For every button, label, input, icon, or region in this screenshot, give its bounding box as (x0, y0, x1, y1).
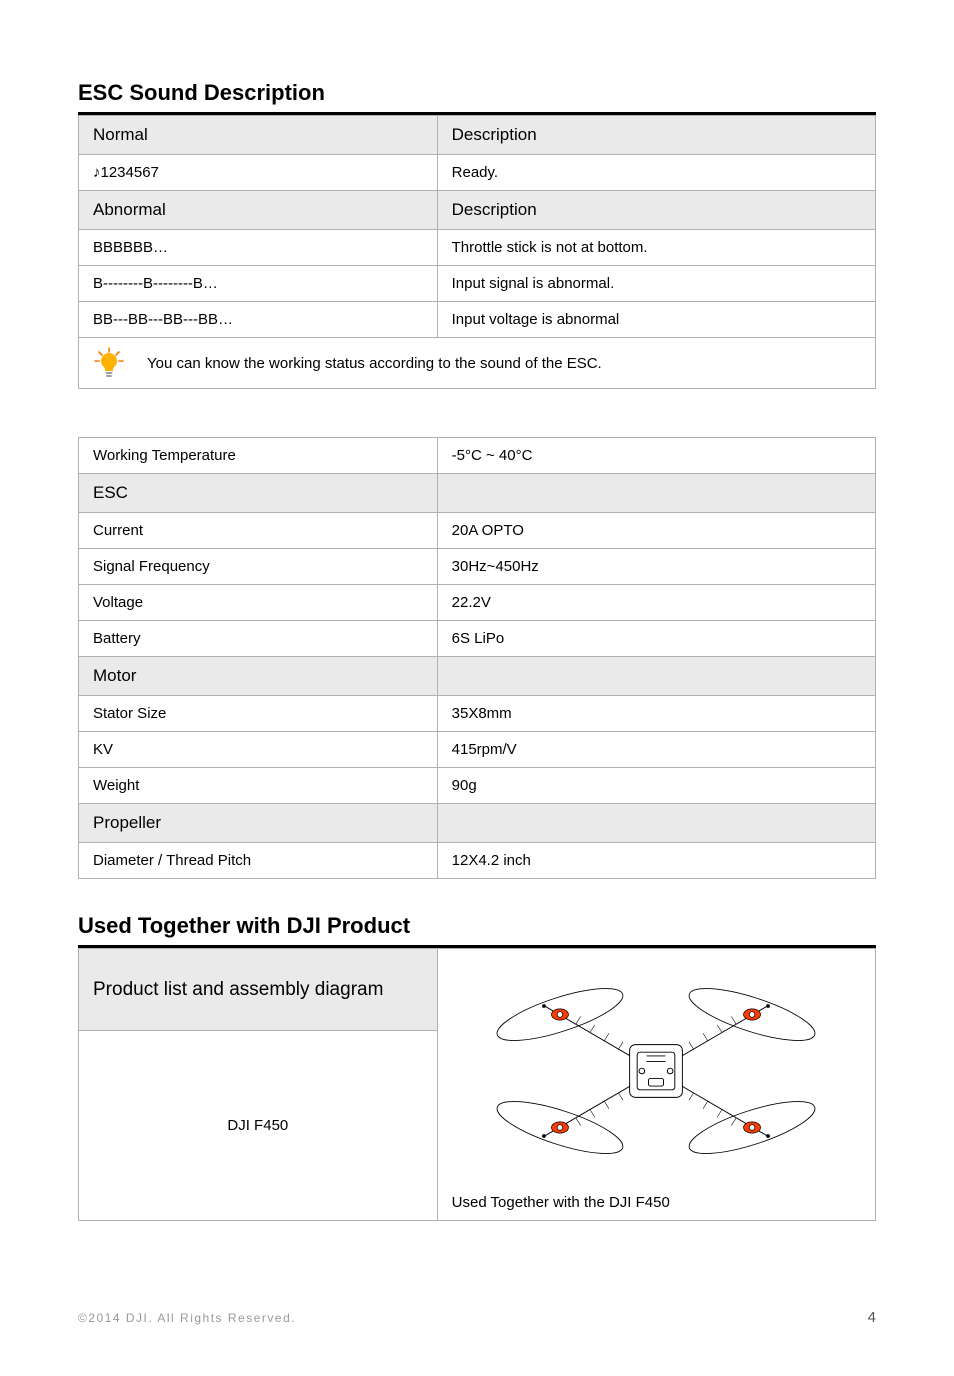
spec-value: 415rpm/V (437, 732, 875, 768)
spec-label: Current (79, 513, 438, 549)
th-description: Description (437, 116, 875, 155)
desc-cell: Throttle stick is not at bottom. (437, 230, 875, 266)
desc-cell: Ready. (437, 155, 875, 191)
spec-value: 90g (437, 768, 875, 804)
specs-table: Working Temperature-5°C ~ 40°CESCCurrent… (78, 437, 876, 879)
sound-cell: B--------B--------B… (79, 266, 438, 302)
sound-cell: BBBBBB… (79, 230, 438, 266)
product-name-cell: DJI F450 (79, 1031, 438, 1221)
spec-value: 20A OPTO (437, 513, 875, 549)
spec-header-blank (437, 474, 875, 513)
footer-page-number: 4 (868, 1309, 876, 1326)
spec-value: 12X4.2 inch (437, 843, 875, 879)
quadcopter-diagram-icon (486, 958, 826, 1184)
spec-value: 6S LiPo (437, 621, 875, 657)
spec-header: Propeller (79, 804, 438, 843)
th-product-list: Product list and assembly diagram (79, 949, 438, 1031)
spec-value: 35X8mm (437, 696, 875, 732)
spec-label: Voltage (79, 585, 438, 621)
spec-value: 22.2V (437, 585, 875, 621)
spec-header: ESC (79, 474, 438, 513)
used-together-table: Product list and assembly diagram (78, 948, 876, 1221)
section-title-esc-sound: ESC Sound Description (78, 80, 876, 115)
spec-label: Stator Size (79, 696, 438, 732)
spec-label: Weight (79, 768, 438, 804)
spec-header: Motor (79, 657, 438, 696)
spec-label: Working Temperature (79, 438, 438, 474)
th-abnormal: Abnormal (79, 191, 438, 230)
esc-sound-table: Normal Description ♪1234567Ready. Abnorm… (78, 115, 876, 389)
note-text: You can know the working status accordin… (147, 355, 602, 372)
spec-value: 30Hz~450Hz (437, 549, 875, 585)
spec-label: Battery (79, 621, 438, 657)
spec-value: -5°C ~ 40°C (437, 438, 875, 474)
th-description-2: Description (437, 191, 875, 230)
spec-label: Signal Frequency (79, 549, 438, 585)
sound-cell: BB---BB---BB---BB… (79, 302, 438, 338)
section-title-used-together: Used Together with DJI Product (78, 913, 876, 948)
diagram-caption: Used Together with the DJI F450 (452, 1194, 861, 1211)
sound-cell: ♪1234567 (79, 155, 438, 191)
th-normal: Normal (79, 116, 438, 155)
footer-copyright: ©2014 DJI. All Rights Reserved. (78, 1311, 296, 1325)
spec-header-blank (437, 657, 875, 696)
lightbulb-icon (93, 347, 125, 379)
spec-label: Diameter / Thread Pitch (79, 843, 438, 879)
spec-header-blank (437, 804, 875, 843)
desc-cell: Input signal is abnormal. (437, 266, 875, 302)
note-cell: You can know the working status accordin… (79, 338, 876, 389)
spec-label: KV (79, 732, 438, 768)
diagram-cell: Used Together with the DJI F450 (437, 949, 875, 1221)
desc-cell: Input voltage is abnormal (437, 302, 875, 338)
